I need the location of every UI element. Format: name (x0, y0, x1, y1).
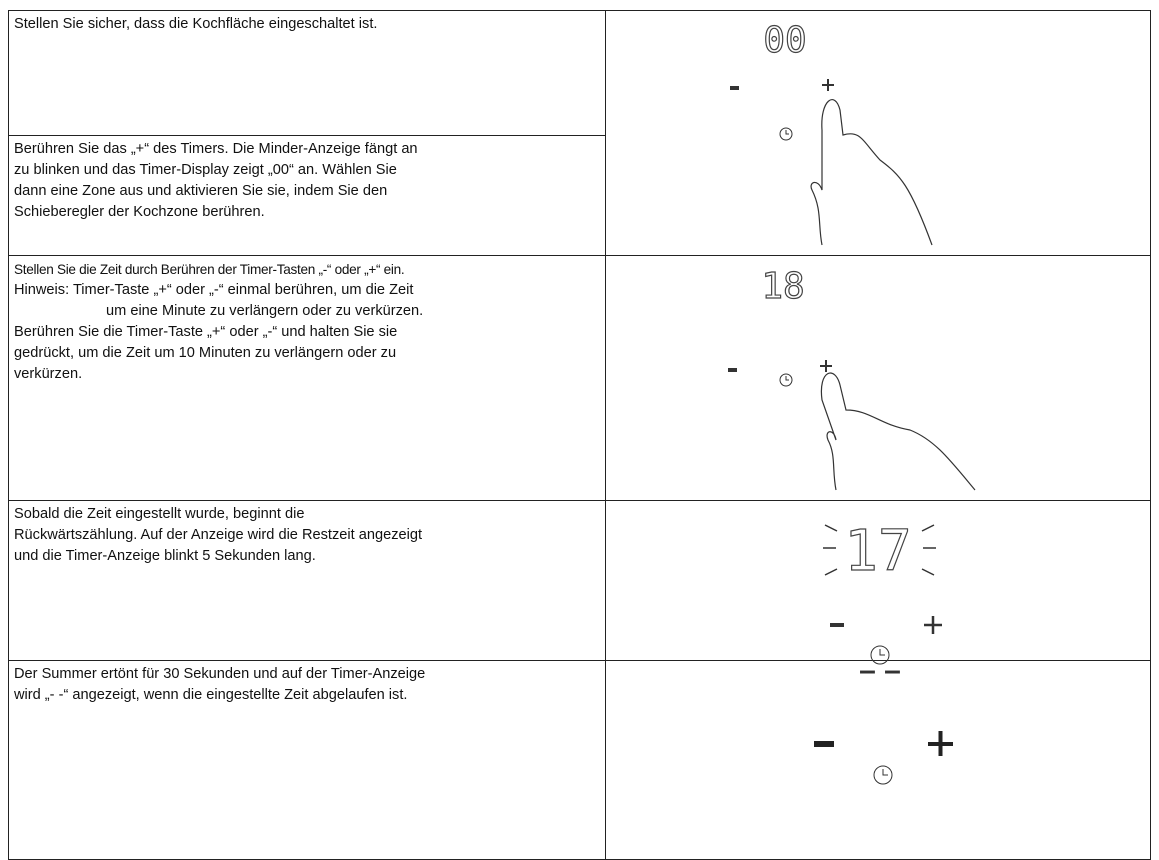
text-line: Der Summer ertönt für 30 Sekunden und au… (14, 666, 426, 682)
text-cell: Berühren Sie das „+“ des Timers. Die Min… (8, 135, 606, 256)
blink-rays (823, 524, 936, 576)
page: Stellen Sie sicher, dass die Kochfläche … (8, 10, 1151, 860)
text-line: Hinweis: Timer-Taste „+“ oder „-“ einmal… (14, 282, 414, 298)
illustrations: 00 18 17 – – (728, 19, 976, 785)
text-line: und die Timer-Anzeige blinkt 5 Sekunden … (14, 548, 316, 564)
timer-display: – – (859, 654, 901, 687)
text-line: zu blinken und das Timer-Display zeigt „… (14, 162, 397, 178)
text-line: wird „- -“ angezeigt, wenn die eingestel… (14, 687, 408, 703)
text-cell: Sobald die Zeit eingestellt wurde, begin… (8, 500, 606, 661)
text-line: Berühren Sie das „+“ des Timers. Die Min… (14, 141, 418, 157)
text-line: verkürzen. (14, 366, 83, 382)
hand (820, 372, 976, 491)
text-cell: Stellen Sie die Zeit durch Berühren der … (8, 255, 606, 501)
clock-icon (779, 373, 793, 387)
minus-icon (728, 368, 737, 372)
text-line: Stellen Sie sicher, dass die Kochfläche … (14, 16, 378, 32)
plus-icon (928, 731, 953, 756)
text-line: um eine Minute zu verlängern oder zu ver… (106, 303, 424, 319)
minus-icon (730, 86, 739, 90)
timer-display: 17 (844, 519, 911, 584)
text-line: Berühren Sie die Timer-Taste „+“ oder „-… (14, 324, 398, 340)
clock-icon (870, 645, 890, 665)
text-line: gedrückt, um die Zeit um 10 Minuten zu v… (14, 345, 397, 361)
text-line: Sobald die Zeit eingestellt wurde, begin… (14, 506, 305, 522)
text-line: Stellen Sie die Zeit durch Berühren der … (14, 262, 405, 277)
minus-icon (830, 623, 844, 627)
text-line: Rückwärtszählung. Auf der Anzeige wird d… (14, 527, 423, 543)
text-line: dann eine Zone aus und aktivieren Sie si… (14, 183, 388, 199)
hand (810, 99, 933, 246)
plus-icon (924, 616, 942, 634)
clock-icon (779, 127, 793, 141)
plus-icon (820, 360, 832, 372)
plus-icon (822, 79, 834, 91)
minus-icon (814, 741, 834, 747)
text-line: Schieberegler der Kochzone berühren. (14, 204, 265, 220)
timer-display: 00 (763, 20, 806, 61)
clock-icon (873, 765, 893, 785)
timer-display: 18 (761, 266, 804, 307)
